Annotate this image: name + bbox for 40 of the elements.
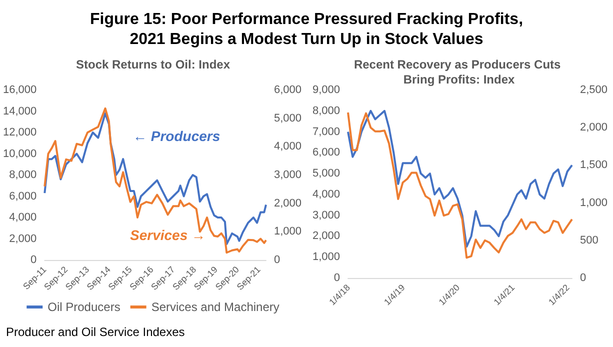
chart-subtitle: Stock Returns to Oil: Index bbox=[76, 58, 230, 72]
y2-tick-label: 2,000 bbox=[580, 122, 608, 134]
legend-label: Services and Machinery bbox=[151, 300, 280, 314]
y2-tick-label: 3,000 bbox=[274, 169, 302, 181]
y2-tick-label: 500 bbox=[580, 234, 598, 246]
chart-title: Recent Recovery as Producers Cuts Bring Profits: Index bbox=[354, 58, 564, 86]
annotation: ← Producers bbox=[133, 128, 220, 144]
y2-tick-label: 0 bbox=[274, 254, 280, 266]
y-tick-label: 7,000 bbox=[312, 126, 340, 138]
y-tick-label: 9,000 bbox=[312, 84, 340, 96]
y-tick-label: 5,000 bbox=[312, 168, 340, 180]
y-tick-label: 10,000 bbox=[2, 148, 37, 160]
y2-tick-label: 6,000 bbox=[274, 84, 302, 96]
y-tick-label: 14,000 bbox=[2, 105, 37, 118]
text: Figure 15: Poor Performance Pressured Fracking Profits, 2021 Begins a Modest Turn Up in Stock Values bbox=[88, 10, 524, 50]
y2-tick-label: 4,000 bbox=[274, 140, 302, 153]
y-tick-label: 6,000 bbox=[9, 190, 37, 202]
y-tick-label: 4,000 bbox=[9, 212, 37, 224]
y-tick-label: 0 bbox=[334, 272, 340, 284]
y2-tick-label: 0 bbox=[580, 272, 586, 284]
y-tick-label: 2,000 bbox=[312, 230, 340, 242]
legend-label: Oil Producers bbox=[48, 300, 120, 314]
y-tick-label: 8,000 bbox=[9, 169, 37, 181]
y-tick-label: 3,000 bbox=[312, 209, 340, 222]
y2-tick-label: 1,000 bbox=[274, 226, 302, 238]
y-tick-label: 8,000 bbox=[312, 104, 340, 117]
y-tick-label: 12,000 bbox=[2, 126, 37, 138]
y2-tick-label: 1,500 bbox=[580, 159, 608, 172]
y2-tick-label: 1,000 bbox=[580, 196, 608, 209]
y-tick-label: 1,000 bbox=[312, 251, 340, 264]
annotation: Services → bbox=[130, 227, 206, 243]
y2-tick-label: 5,000 bbox=[274, 112, 302, 124]
y-tick-label: 2,000 bbox=[9, 232, 37, 245]
text: Producer and Oil Service Indexes bbox=[6, 325, 185, 339]
y2-tick-label: 2,500 bbox=[580, 84, 608, 96]
y-tick-label: 0 bbox=[30, 254, 37, 266]
y-tick-label: 4,000 bbox=[312, 188, 340, 200]
y2-tick-label: 2,000 bbox=[274, 197, 302, 210]
y-tick-label: 16,000 bbox=[2, 84, 37, 96]
y-tick-label: 6,000 bbox=[312, 146, 340, 159]
